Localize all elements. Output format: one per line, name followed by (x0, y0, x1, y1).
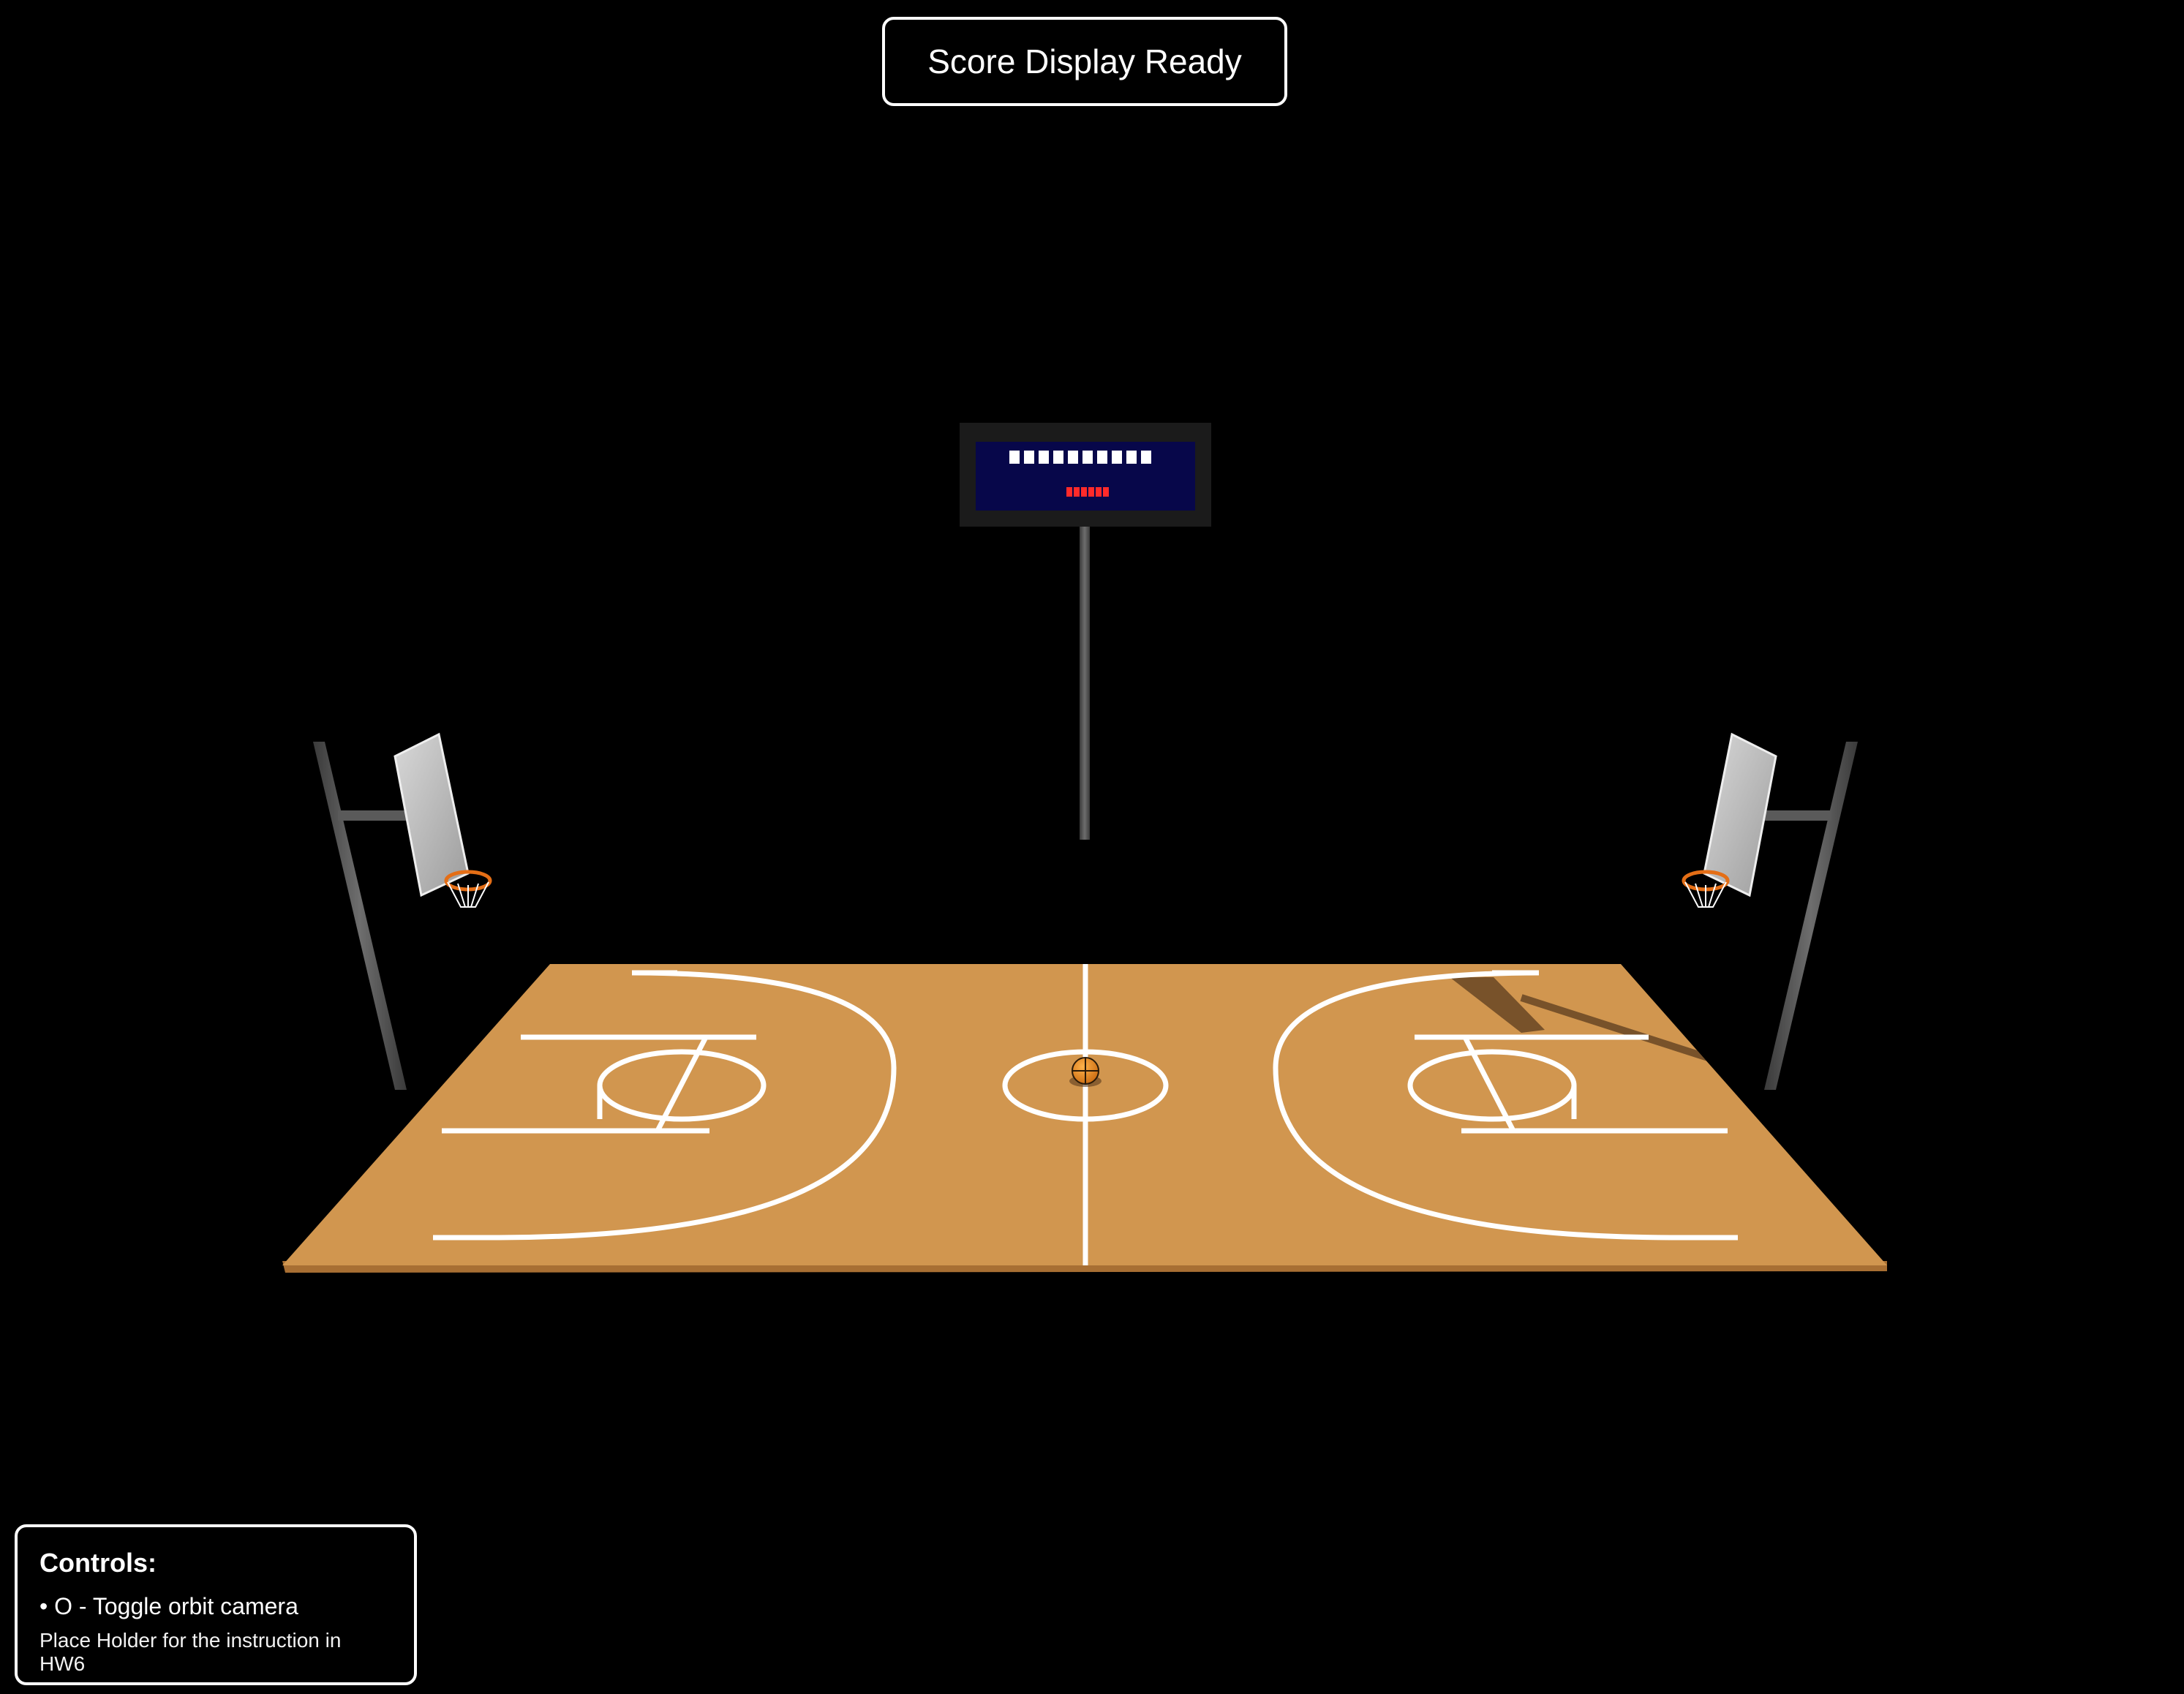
left-backboard (394, 732, 470, 897)
scoreboard-digits (1009, 451, 1151, 464)
left-hoop-pole (313, 742, 407, 1090)
controls-panel: Controls: • O - Toggle orbit camera Plac… (15, 1524, 417, 1685)
scoreboard-timer (1066, 487, 1109, 497)
score-display: Score Display Ready (882, 17, 1287, 106)
left-hoop (313, 732, 492, 1090)
right-hoop-shadow (1450, 977, 1545, 1033)
score-display-status: Score Display Ready (927, 42, 1242, 80)
left-net (447, 881, 489, 908)
left-hoop-arm (338, 810, 411, 821)
basketball[interactable] (1069, 1057, 1102, 1087)
scoreboard (960, 423, 1211, 527)
control-item-orbit-camera: • O - Toggle orbit camera (39, 1593, 298, 1619)
right-hoop (1682, 732, 1858, 1090)
scoreboard-pole (1080, 512, 1090, 840)
right-hoop-arm (1758, 810, 1831, 821)
center-circle (1002, 1049, 1169, 1122)
right-backboard (1703, 732, 1777, 897)
controls-placeholder-note: Place Holder for the instruction in HW6 (39, 1629, 342, 1675)
controls-title: Controls: (39, 1548, 157, 1578)
court (282, 964, 1887, 1273)
right-three-point-arc (1273, 970, 1671, 1241)
right-net (1684, 881, 1727, 908)
right-hoop-pole (1764, 742, 1858, 1090)
left-three-point-arc (498, 970, 897, 1241)
